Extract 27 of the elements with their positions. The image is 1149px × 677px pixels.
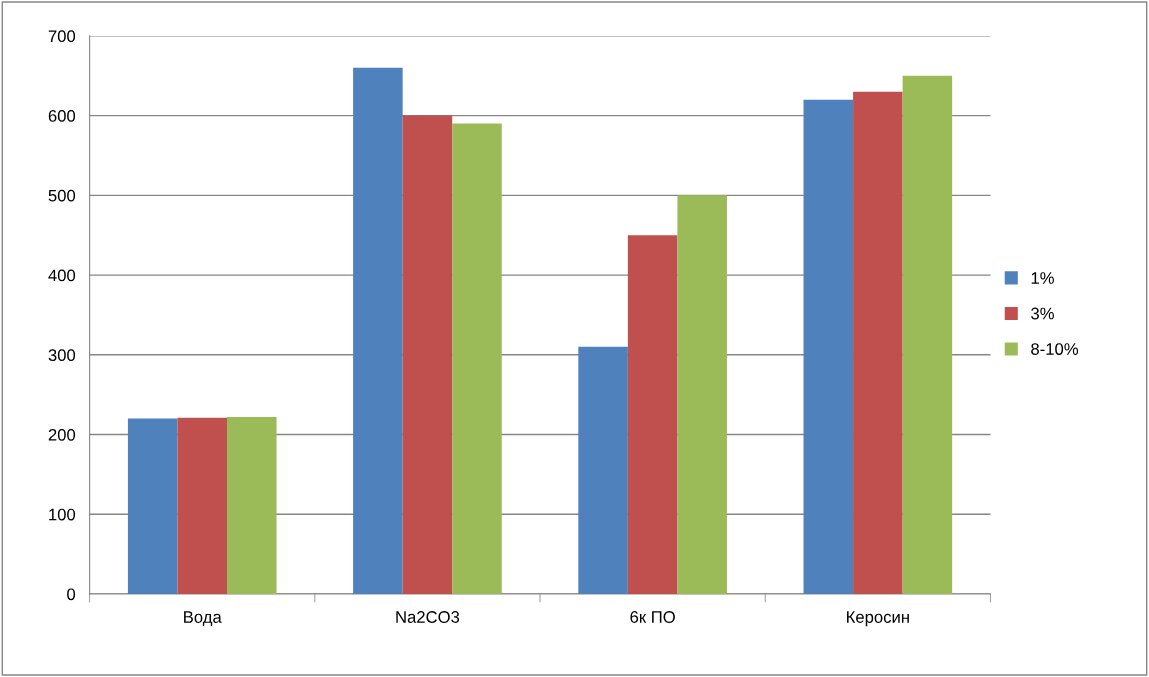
bar — [627, 235, 678, 594]
bar — [578, 346, 628, 594]
y-tick-label: 500 — [48, 189, 76, 202]
legend-label: 1% — [1031, 272, 1054, 284]
bar — [177, 417, 227, 594]
y-tick-label: 0 — [67, 588, 76, 601]
bar — [452, 123, 502, 594]
legend-label: 3% — [1031, 307, 1054, 320]
y-tick-label: 200 — [48, 428, 76, 441]
bar — [227, 417, 277, 594]
bar — [677, 195, 727, 594]
x-tick-label: Керосин — [847, 611, 909, 627]
y-tick-label: 700 — [48, 30, 76, 43]
x-tick-label: 6к ПО — [630, 611, 675, 623]
bar — [127, 418, 178, 594]
x-tick-label: Вода — [184, 611, 222, 627]
bar — [353, 67, 403, 594]
bar — [803, 99, 854, 594]
bar — [402, 115, 453, 594]
y-tick-label: 400 — [48, 269, 76, 282]
y-tick-label: 300 — [48, 349, 76, 362]
bar — [902, 75, 953, 594]
legend-label: 8-10% — [1031, 343, 1079, 355]
y-tick-label: 100 — [49, 508, 76, 521]
x-tick-label: Na2CO3 — [396, 611, 460, 623]
y-tick-label: 600 — [48, 110, 76, 122]
bar — [853, 91, 903, 594]
